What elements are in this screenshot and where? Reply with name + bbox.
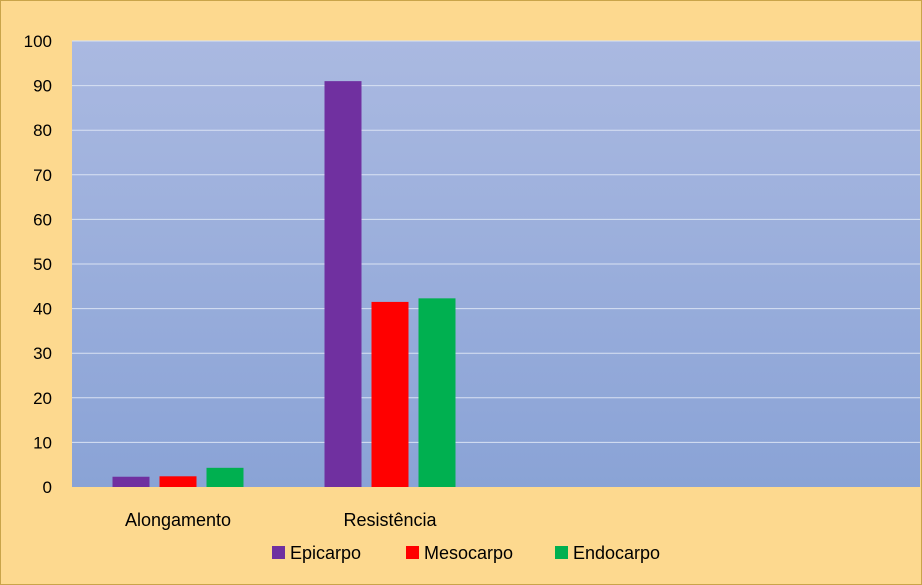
legend: Epicarpo Mesocarpo Endocarpo — [272, 543, 660, 563]
y-tick-label: 0 — [43, 478, 52, 497]
bar-epicarpo-0 — [112, 476, 150, 487]
x-category-label: Resistência — [343, 510, 437, 530]
bar-endocarpo-1 — [418, 298, 456, 487]
y-axis: 0 10 20 30 40 50 60 70 80 90 100 — [24, 32, 52, 497]
bar-epicarpo-1 — [324, 81, 362, 487]
y-tick-label: 70 — [33, 166, 52, 185]
y-tick-label: 20 — [33, 389, 52, 408]
y-tick-label: 80 — [33, 121, 52, 140]
bar-endocarpo-0 — [206, 467, 244, 487]
y-tick-label: 50 — [33, 255, 52, 274]
y-tick-label: 10 — [33, 433, 52, 452]
legend-swatch-endocarpo — [555, 546, 568, 559]
x-axis: Alongamento Resistência — [125, 510, 438, 530]
x-category-label: Alongamento — [125, 510, 231, 530]
legend-swatch-mesocarpo — [406, 546, 419, 559]
y-tick-label: 30 — [33, 344, 52, 363]
legend-label-epicarpo: Epicarpo — [290, 543, 361, 563]
bars — [112, 81, 456, 487]
legend-label-endocarpo: Endocarpo — [573, 543, 660, 563]
legend-label-mesocarpo: Mesocarpo — [424, 543, 513, 563]
y-tick-label: 60 — [33, 210, 52, 229]
legend-swatch-epicarpo — [272, 546, 285, 559]
y-tick-label: 40 — [33, 300, 52, 319]
gridlines — [72, 40, 920, 443]
y-tick-label: 100 — [24, 32, 52, 51]
bar-mesocarpo-0 — [159, 476, 197, 487]
bar-mesocarpo-1 — [371, 301, 409, 487]
y-tick-label: 90 — [33, 77, 52, 96]
